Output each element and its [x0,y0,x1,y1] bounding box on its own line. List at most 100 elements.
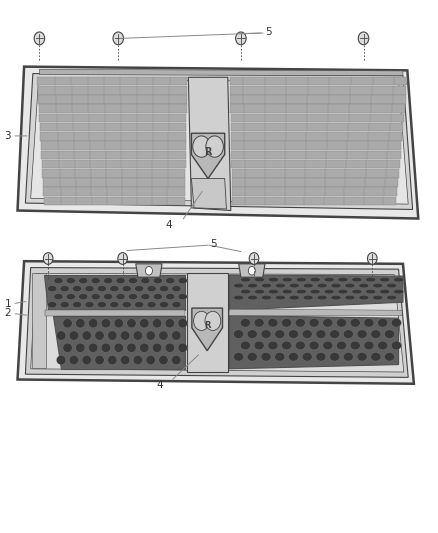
Ellipse shape [310,277,320,282]
Ellipse shape [247,295,258,300]
Polygon shape [191,133,225,179]
Polygon shape [231,150,401,159]
Text: 2: 2 [4,309,11,318]
Circle shape [249,253,259,264]
Ellipse shape [295,319,305,327]
Ellipse shape [303,284,313,288]
Ellipse shape [296,289,306,294]
Ellipse shape [385,330,395,338]
Ellipse shape [324,289,334,294]
Ellipse shape [233,330,244,338]
Ellipse shape [85,286,94,292]
Polygon shape [31,80,408,204]
Polygon shape [18,261,414,384]
Ellipse shape [166,294,175,300]
Polygon shape [45,310,185,316]
Polygon shape [230,86,406,94]
Ellipse shape [289,352,298,361]
Ellipse shape [48,302,57,308]
Ellipse shape [310,289,320,294]
Ellipse shape [97,286,106,292]
Ellipse shape [309,319,319,327]
Polygon shape [53,316,185,369]
Polygon shape [40,123,186,132]
Polygon shape [188,77,231,211]
Ellipse shape [336,319,346,327]
Ellipse shape [276,295,286,300]
Circle shape [43,253,53,264]
Ellipse shape [104,294,113,300]
Polygon shape [239,264,265,277]
Ellipse shape [57,356,66,365]
Ellipse shape [275,330,285,338]
Ellipse shape [133,356,142,365]
Ellipse shape [73,286,81,292]
Ellipse shape [172,302,181,308]
Circle shape [118,253,127,264]
Ellipse shape [110,286,119,292]
Ellipse shape [394,277,403,282]
Ellipse shape [79,278,88,284]
Polygon shape [231,132,402,141]
Ellipse shape [95,331,104,340]
Polygon shape [232,178,398,187]
Ellipse shape [152,343,162,352]
Ellipse shape [343,330,353,338]
Ellipse shape [296,277,306,282]
Polygon shape [41,150,186,159]
Ellipse shape [387,295,397,300]
Ellipse shape [128,294,138,300]
Ellipse shape [331,295,341,300]
Polygon shape [18,67,418,219]
Text: 4: 4 [156,380,163,390]
Ellipse shape [380,289,390,294]
Ellipse shape [122,286,131,292]
Ellipse shape [380,277,390,282]
Ellipse shape [268,341,278,350]
Ellipse shape [378,319,388,327]
Ellipse shape [54,278,63,284]
Ellipse shape [366,289,376,294]
Ellipse shape [357,330,367,338]
Polygon shape [31,273,404,372]
Ellipse shape [69,356,78,365]
Ellipse shape [330,330,339,338]
Ellipse shape [357,352,367,361]
Ellipse shape [373,284,383,288]
Ellipse shape [331,284,341,288]
Ellipse shape [147,302,156,308]
Ellipse shape [233,284,244,288]
Ellipse shape [153,294,162,300]
Ellipse shape [254,341,264,350]
Ellipse shape [178,278,187,284]
Ellipse shape [60,286,69,292]
Polygon shape [39,69,403,76]
Ellipse shape [345,284,355,288]
Ellipse shape [345,295,355,300]
Ellipse shape [91,278,100,284]
Circle shape [248,266,255,275]
Polygon shape [192,308,223,351]
Polygon shape [38,95,187,104]
Text: R: R [204,147,212,157]
Ellipse shape [268,319,278,327]
Ellipse shape [67,278,75,284]
Polygon shape [44,197,185,205]
Polygon shape [231,141,402,150]
Ellipse shape [85,302,94,308]
Ellipse shape [261,295,272,300]
Polygon shape [232,188,397,196]
Ellipse shape [172,331,181,340]
Ellipse shape [302,352,312,361]
Polygon shape [230,316,399,369]
Ellipse shape [261,352,271,361]
Ellipse shape [178,343,187,352]
Ellipse shape [54,294,63,300]
Ellipse shape [108,356,117,365]
Ellipse shape [324,277,334,282]
Ellipse shape [114,319,124,328]
Ellipse shape [373,295,383,300]
Ellipse shape [91,294,100,300]
Polygon shape [25,74,413,209]
Ellipse shape [79,294,88,300]
